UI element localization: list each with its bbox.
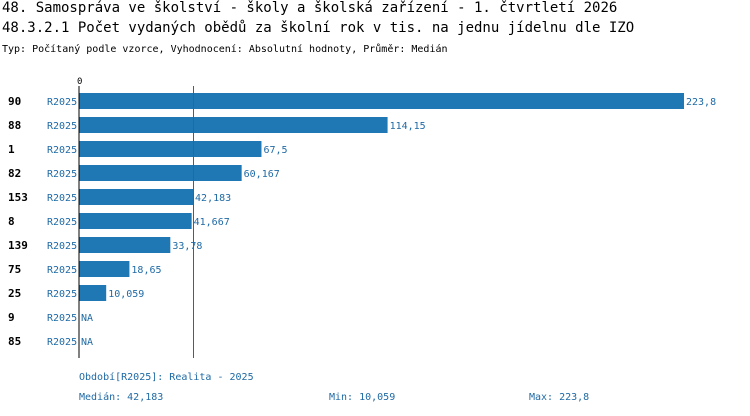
footer-median: Medián: 42,183 — [79, 392, 164, 403]
category-label: 153 — [8, 191, 28, 204]
data-label: 42,183 — [195, 193, 231, 204]
bar — [79, 261, 130, 277]
category-label: 82 — [8, 167, 21, 180]
bar — [79, 213, 192, 229]
category-label: 8 — [8, 215, 15, 228]
data-label: 223,8 — [686, 97, 716, 108]
category-label: 139 — [8, 239, 28, 252]
bar — [79, 165, 242, 181]
data-label: 10,059 — [108, 289, 144, 300]
series-label: R2025 — [47, 145, 77, 156]
data-label: NA — [81, 313, 93, 324]
series-label: R2025 — [47, 169, 77, 180]
series-label: R2025 — [47, 193, 77, 204]
category-label: 90 — [8, 95, 21, 108]
data-label: 60,167 — [244, 169, 280, 180]
data-label: 41,667 — [194, 217, 230, 228]
category-label: 88 — [8, 119, 21, 132]
data-label: NA — [81, 337, 93, 348]
series-label: R2025 — [47, 313, 77, 324]
bar — [79, 117, 388, 133]
bar — [79, 285, 107, 301]
data-label: 33,78 — [172, 241, 202, 252]
axis-zero-label: 0 — [77, 77, 82, 87]
bar — [79, 189, 194, 205]
series-label: R2025 — [47, 217, 77, 228]
category-label: 9 — [8, 311, 15, 324]
series-label: R2025 — [47, 121, 77, 132]
page-title: 48. Samospráva ve školství - školy a ško… — [2, 0, 618, 16]
chart-meta: Typ: Počítaný podle vzorce, Vyhodnocení:… — [2, 44, 448, 55]
bar — [79, 237, 171, 253]
category-label: 75 — [8, 263, 21, 276]
bar — [79, 141, 262, 157]
category-label: 85 — [8, 335, 21, 348]
footer-max: Max: 223,8 — [529, 392, 590, 403]
category-label: 1 — [8, 143, 15, 156]
footer-period: Období[R2025]: Realita - 2025 — [79, 372, 254, 383]
series-label: R2025 — [47, 265, 77, 276]
series-label: R2025 — [47, 97, 77, 108]
series-label: R2025 — [47, 241, 77, 252]
series-label: R2025 — [47, 337, 77, 348]
data-label: 114,15 — [390, 121, 426, 132]
bar — [79, 93, 684, 109]
data-label: 67,5 — [263, 145, 287, 156]
data-label: 18,65 — [131, 265, 161, 276]
series-label: R2025 — [47, 289, 77, 300]
category-label: 25 — [8, 287, 21, 300]
footer-min: Min: 10,059 — [329, 392, 396, 403]
chart-title: 48.3.2.1 Počet vydaných obědů za školní … — [2, 20, 635, 36]
